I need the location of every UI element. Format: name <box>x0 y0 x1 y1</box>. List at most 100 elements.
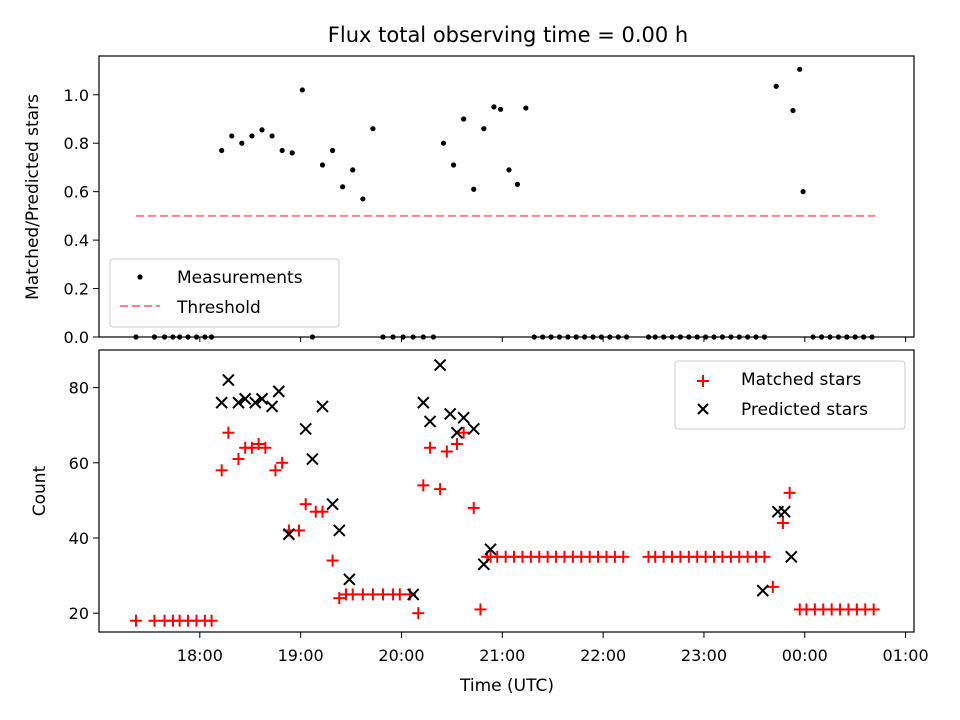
legend-plus-marker <box>697 375 709 387</box>
predicted-star-point <box>232 396 245 409</box>
predicted-star-point <box>417 396 430 409</box>
measurement-point <box>461 116 467 122</box>
legend-label-predicted: Predicted stars <box>741 400 868 420</box>
predicted-star-point <box>433 358 447 372</box>
matched-star-point <box>474 603 487 616</box>
legend-measurement-marker <box>137 274 143 280</box>
matched-star-point <box>346 588 359 601</box>
legend-label-threshold: Threshold <box>176 298 261 318</box>
matched-star-point <box>148 614 161 627</box>
measurement-point <box>800 189 806 195</box>
matched-star-point <box>434 483 447 496</box>
measurement-point <box>523 105 529 111</box>
predicted-star-point <box>443 407 457 421</box>
top-y-axis-label: Matched/Predicted stars <box>23 94 43 300</box>
measurement-point <box>440 140 447 146</box>
measurement-point <box>481 126 487 132</box>
measurement-point <box>506 167 512 173</box>
measurement-point <box>319 162 326 168</box>
predicted-star-point <box>343 573 356 586</box>
predicted-star-point <box>477 558 491 571</box>
top-panel: 0.0 0.2 0.4 0.6 0.8 1.0 Matched/Predicted sta… <box>23 55 915 347</box>
matched-star-point <box>205 614 218 627</box>
measurement-point <box>773 83 779 89</box>
x-tick-label: 18:00 <box>177 646 223 665</box>
matched-star-point <box>617 550 630 563</box>
matched-star-point <box>269 464 282 477</box>
x-tick-label: 22:00 <box>580 646 626 665</box>
top-y-tick-label: 0.8 <box>64 134 89 153</box>
matched-star-point <box>412 607 425 620</box>
matched-star-point <box>776 516 789 529</box>
bottom-y-tick-label: 80 <box>69 379 89 398</box>
matched-star-point <box>326 554 339 567</box>
predicted-star-point <box>756 584 769 597</box>
top-legend: Measurements Threshold <box>109 258 340 328</box>
matched-star-point <box>457 426 470 439</box>
predicted-star-point <box>423 415 437 428</box>
predicted-star-point <box>316 400 329 413</box>
measurement-point <box>498 106 504 112</box>
measurement-point <box>239 140 245 146</box>
measurement-point <box>471 186 477 192</box>
bottom-legend-box <box>674 360 906 430</box>
bottom-panel: 20 40 60 80 18:00 19:00 20:00 21:00 22:00 23:00 00… <box>30 349 929 696</box>
matched-star-point <box>276 456 289 469</box>
bottom-plot-marks <box>129 358 880 627</box>
matched-star-point <box>129 614 142 627</box>
top-axes-ticks: 0.0 0.2 0.4 0.6 0.8 1.0 <box>64 86 907 347</box>
predicted-star-point <box>450 426 464 439</box>
measurement-point <box>340 184 346 190</box>
predicted-star-point <box>778 505 791 518</box>
legend-x-marker <box>697 403 709 415</box>
measurement-point <box>491 104 497 110</box>
top-y-tick-label: 0.0 <box>64 328 89 347</box>
matched-star-point <box>333 592 346 605</box>
matched-star-point <box>766 580 779 593</box>
predicted-star-point <box>326 497 339 511</box>
bottom-legend: Matched stars Predicted stars <box>674 360 906 430</box>
top-y-tick-label: 1.0 <box>64 86 89 105</box>
measurement-point <box>360 196 366 202</box>
bottom-y-tick-label: 60 <box>69 454 89 473</box>
measurement-point <box>249 133 255 139</box>
matched-star-point <box>424 441 437 454</box>
measurement-point <box>229 133 235 139</box>
chart-title: Flux total observing time = 0.00 h <box>328 23 688 47</box>
predicted-star-point <box>467 422 480 436</box>
predicted-star-point <box>215 396 228 409</box>
matched-star-point <box>316 505 329 518</box>
matched-star-point <box>259 441 272 454</box>
measurement-point <box>269 133 275 139</box>
measurement-point <box>219 147 225 154</box>
measurement-point <box>370 126 376 132</box>
matched-star-point <box>783 486 796 499</box>
measurement-point <box>329 147 336 154</box>
matched-star-point <box>417 479 430 492</box>
predicted-star-point <box>255 392 269 406</box>
x-tick-label: 20:00 <box>378 646 424 665</box>
matched-star-point <box>450 438 463 450</box>
predicted-star-point <box>282 528 296 541</box>
x-axis-label: Time (UTC) <box>459 676 554 696</box>
matched-star-point <box>376 588 389 601</box>
matched-star-point <box>299 498 312 511</box>
measurement-point <box>259 127 265 133</box>
x-tick-label: 23:00 <box>681 646 727 665</box>
matched-star-point <box>215 464 228 477</box>
predicted-star-point <box>299 422 312 436</box>
x-tick-label: 21:00 <box>479 646 525 665</box>
matched-star-point <box>467 501 480 514</box>
bottom-y-axis-label: Count <box>30 465 50 516</box>
legend-label-measurements: Measurements <box>177 268 303 288</box>
predicted-star-point <box>222 373 235 387</box>
measurement-point <box>797 66 803 72</box>
top-axes-frame <box>98 55 915 338</box>
matched-star-point <box>356 588 369 601</box>
predicted-star-point <box>265 400 279 413</box>
matched-star-point <box>245 441 258 454</box>
matched-star-point <box>758 550 771 563</box>
measurement-point <box>289 150 295 156</box>
matched-star-point <box>393 588 406 601</box>
